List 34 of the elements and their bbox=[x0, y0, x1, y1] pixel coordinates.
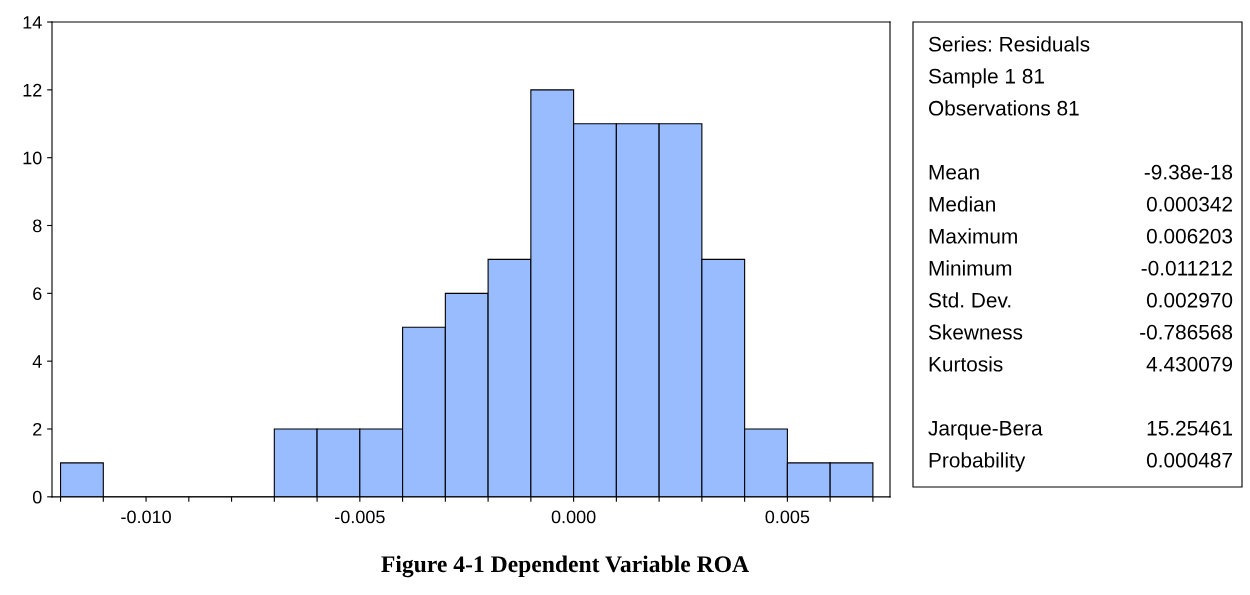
y-tick-label: 12 bbox=[23, 83, 42, 97]
x-tick-label: -0.010 bbox=[121, 510, 171, 524]
text: 15.25461 bbox=[1147, 420, 1232, 436]
text: Jarque-Bera bbox=[928, 421, 1043, 440]
text: Kurtosis bbox=[929, 356, 1003, 372]
text: 0.000487 bbox=[1146, 452, 1232, 468]
text: 0.000342 bbox=[1146, 196, 1232, 212]
text: Median bbox=[929, 196, 995, 212]
x-tick-label: 0.000 bbox=[551, 510, 596, 524]
y-tick-label: 10 bbox=[23, 151, 42, 165]
y-tick-label: 6 bbox=[33, 287, 42, 301]
text: Minimum bbox=[929, 260, 1012, 276]
text: Figure 4-1 Dependent Variable ROA bbox=[381, 555, 749, 578]
text: -0.011212 bbox=[1141, 260, 1232, 276]
text: Mean bbox=[929, 165, 979, 180]
text: -9.38e-18 bbox=[1144, 164, 1233, 180]
text: Observations 81 bbox=[928, 100, 1079, 116]
text: 0.002970 bbox=[1146, 292, 1233, 308]
text: Skewness bbox=[928, 324, 1023, 340]
y-tick-label: 4 bbox=[32, 355, 42, 368]
y-tick-label: 0 bbox=[32, 490, 42, 504]
text: -0.786568 bbox=[1140, 324, 1233, 340]
text: 0.006203 bbox=[1146, 228, 1233, 244]
text: 4.430079 bbox=[1146, 356, 1233, 372]
y-tick-label: 8 bbox=[33, 219, 42, 233]
x-tick-label: 0.005 bbox=[765, 510, 810, 524]
text: Maximum bbox=[929, 228, 1017, 244]
text: Probability bbox=[929, 452, 1026, 472]
y-tick-label: 14 bbox=[23, 16, 42, 29]
text: Sample 1 81 bbox=[928, 68, 1044, 88]
text: Std. Dev. bbox=[928, 292, 1011, 308]
x-tick-label: -0.005 bbox=[335, 510, 385, 524]
y-tick-label: 2 bbox=[33, 422, 42, 436]
text: Series: Residuals bbox=[928, 36, 1090, 52]
